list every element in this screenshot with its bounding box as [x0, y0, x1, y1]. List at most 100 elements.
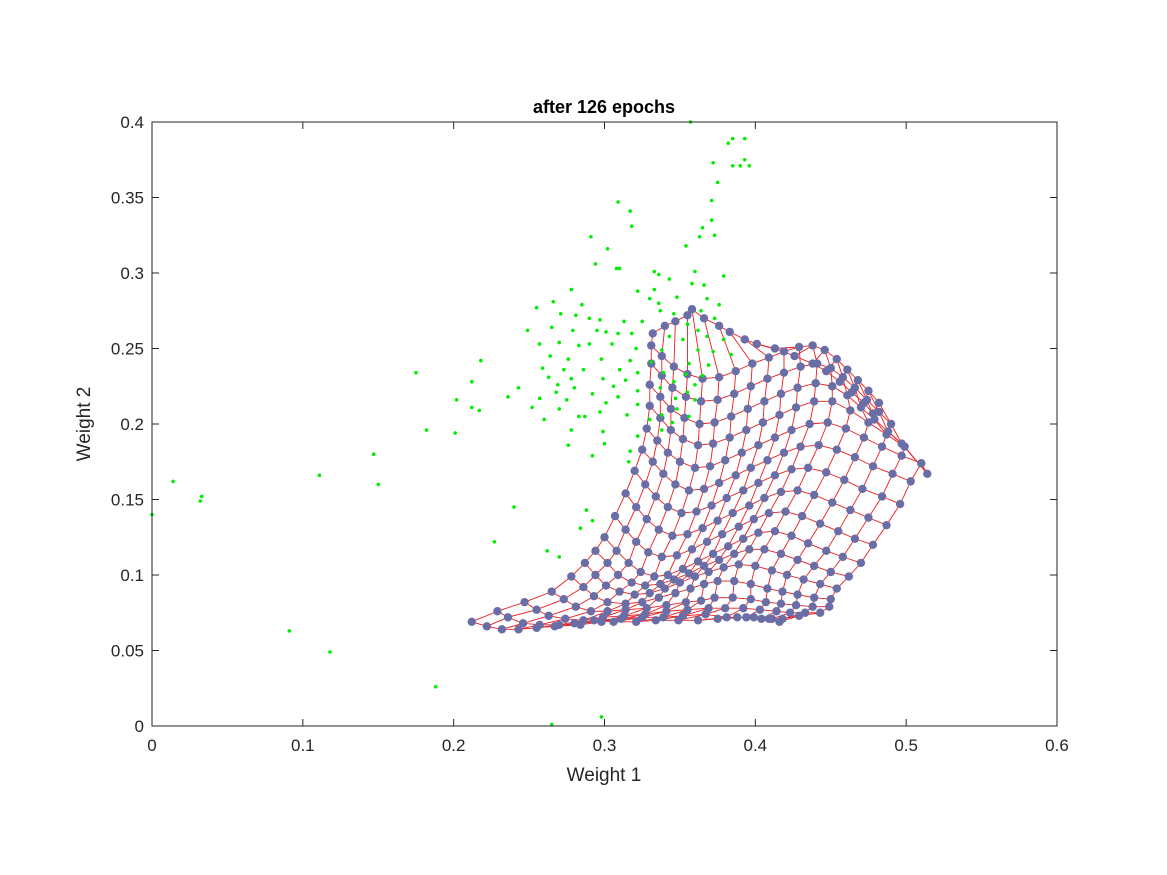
- som-link: [507, 609, 537, 618]
- som-node: [841, 424, 851, 433]
- som-node: [683, 311, 692, 320]
- som-link: [813, 472, 827, 496]
- som-node: [755, 605, 765, 614]
- som-node: [825, 602, 834, 611]
- som-link: [744, 339, 770, 358]
- som-node: [675, 457, 685, 466]
- x-tick-label: 0.4: [744, 736, 768, 755]
- som-node: [645, 588, 654, 598]
- data-point: [599, 715, 604, 719]
- som-node: [858, 484, 867, 494]
- data-point: [617, 367, 622, 372]
- som-node: [754, 528, 763, 537]
- data-point: [616, 331, 620, 336]
- y-tick-label: 0.3: [120, 264, 144, 283]
- som-link: [718, 325, 737, 372]
- data-point: [705, 296, 709, 301]
- data-point: [626, 459, 631, 464]
- data-point: [549, 325, 554, 330]
- som-node: [650, 572, 659, 581]
- som-node: [832, 584, 841, 593]
- som-node: [687, 545, 697, 554]
- data-point: [629, 224, 634, 228]
- som-node: [678, 434, 688, 444]
- som-node: [698, 523, 707, 533]
- som-node: [770, 527, 780, 536]
- som-node: [864, 513, 873, 522]
- som-node: [645, 380, 654, 389]
- som-node: [714, 478, 724, 488]
- data-point: [577, 343, 581, 348]
- som-node: [782, 570, 792, 580]
- som-node: [642, 424, 651, 433]
- data-point: [640, 319, 645, 324]
- som-node: [603, 597, 612, 607]
- som-node: [859, 433, 869, 442]
- som-node: [598, 613, 608, 622]
- som-node: [693, 557, 703, 566]
- som-node: [693, 440, 703, 450]
- som-node: [621, 489, 630, 498]
- data-points: [150, 120, 752, 727]
- data-point: [578, 526, 583, 530]
- data-point: [328, 650, 332, 654]
- som-node: [699, 579, 709, 589]
- som-node: [603, 607, 612, 616]
- som-node: [808, 359, 817, 368]
- data-point: [590, 453, 595, 458]
- som-node: [834, 527, 843, 536]
- som-node: [779, 347, 789, 356]
- data-point: [700, 225, 705, 230]
- data-point: [616, 395, 620, 399]
- x-tick-label: 0.1: [291, 736, 315, 755]
- som-node: [917, 459, 926, 468]
- som-node: [923, 469, 932, 479]
- data-point: [660, 428, 664, 432]
- som-node: [663, 448, 673, 457]
- som-node: [822, 366, 831, 376]
- x-tick-label: 0.6: [1045, 736, 1069, 755]
- som-node: [776, 599, 786, 608]
- som-node: [638, 597, 647, 607]
- data-point: [699, 308, 703, 313]
- data-point: [572, 385, 577, 390]
- data-point: [549, 722, 554, 727]
- som-node: [787, 425, 796, 435]
- som-node: [859, 398, 869, 408]
- som-node: [864, 386, 873, 395]
- som-node: [790, 351, 799, 361]
- som-node: [846, 505, 855, 515]
- data-point: [561, 367, 566, 372]
- som-node: [828, 498, 837, 507]
- som-node: [767, 614, 777, 623]
- som-node: [897, 451, 906, 460]
- som-node: [800, 608, 810, 617]
- som-node: [636, 567, 645, 577]
- som-link: [697, 616, 727, 621]
- som-node: [696, 596, 706, 605]
- som-node: [692, 507, 701, 516]
- som-node: [503, 613, 513, 622]
- som-node: [493, 607, 502, 616]
- som-node: [482, 622, 492, 631]
- som-node: [850, 453, 860, 462]
- som-node: [764, 353, 774, 362]
- data-point: [479, 358, 483, 363]
- som-node: [668, 531, 677, 540]
- data-point: [317, 473, 322, 478]
- som-node: [728, 508, 737, 518]
- som-node: [760, 397, 769, 406]
- som-node: [684, 486, 694, 495]
- data-point: [693, 382, 697, 387]
- som-node: [702, 537, 712, 546]
- som-node: [644, 548, 653, 557]
- som-node: [580, 558, 590, 568]
- som-node: [897, 439, 906, 448]
- data-point: [548, 354, 552, 358]
- som-node: [856, 558, 866, 568]
- data-point: [453, 431, 457, 435]
- som-node: [787, 531, 796, 540]
- plot-area: [152, 122, 1057, 726]
- som-node: [799, 575, 808, 584]
- som-node: [579, 616, 588, 625]
